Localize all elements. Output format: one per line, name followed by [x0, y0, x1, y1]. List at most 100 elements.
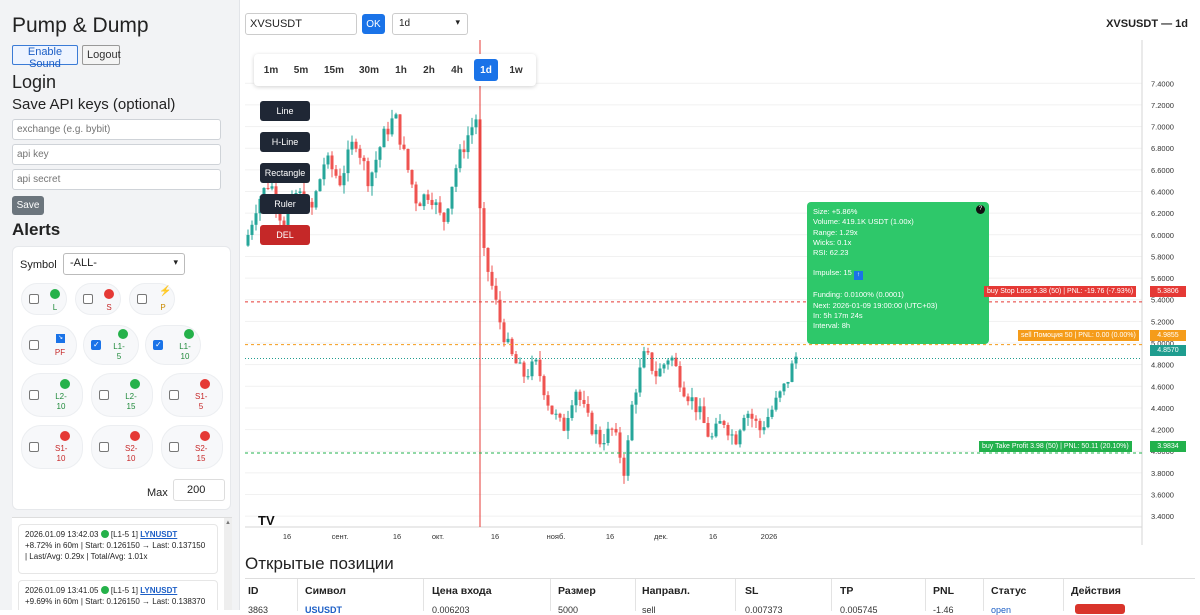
entry-label[interactable]: sell Помоция 50 | PNL: 0.00 (0.00%) [1018, 330, 1139, 341]
feed-item[interactable]: 2026.01.09 13:42.03 [L1-5 1] LYNUSDT +8.… [18, 524, 218, 574]
enable-sound-button[interactable]: Enable Sound [12, 45, 78, 70]
candle-body [566, 418, 570, 431]
alert-feed[interactable]: 2026.01.09 13:42.03 [L1-5 1] LYNUSDT +8.… [12, 517, 232, 610]
tool-rectangle-button[interactable]: Rectangle [260, 163, 310, 183]
feed-time: 2026.01.09 13:42.03 [25, 530, 99, 539]
candle-body [582, 399, 586, 404]
candle-body [558, 413, 562, 418]
col-header-status[interactable]: Статус [991, 585, 1027, 597]
candle-body [366, 161, 370, 187]
tf-button-1d[interactable]: 1d [474, 59, 498, 81]
candle-body [334, 169, 338, 176]
feed-symbol-link[interactable]: LYNUSDT [140, 530, 178, 539]
tool-delete-button[interactable]: DEL [260, 225, 310, 245]
candle-body [426, 194, 430, 200]
api-key-input[interactable] [12, 144, 221, 165]
close-position-button[interactable] [1075, 604, 1125, 614]
alert-checkbox-s1-5[interactable] [169, 390, 179, 400]
tf-button-1w[interactable]: 1w [503, 59, 529, 81]
alert-checkbox-s2-10[interactable] [99, 442, 109, 452]
candle-body [346, 149, 350, 174]
y-tick-label: 6.6000 [1151, 166, 1174, 175]
alert-chip-l2-10[interactable]: L2-10 [21, 373, 83, 417]
info-range: Range: 1.29x [813, 227, 858, 237]
help-icon[interactable]: ? [976, 205, 985, 214]
feed-item[interactable]: 2026.01.09 13:41.05 [L1-5 1] LYNUSDT +9.… [18, 580, 218, 610]
exchange-input[interactable] [12, 119, 221, 140]
alert-chip-l1-10[interactable]: L1-10 [145, 325, 201, 365]
cell-symbol[interactable]: USUSDT [305, 605, 343, 615]
symbol-select[interactable]: -ALL- ▾ [63, 253, 185, 275]
candle-body [438, 202, 442, 213]
alert-chip-s1-5[interactable]: S1-5 [161, 373, 223, 417]
col-header-entry[interactable]: Цена входа [432, 585, 492, 597]
alert-checkbox-p[interactable] [137, 294, 147, 304]
col-header-tp[interactable]: TP [840, 585, 854, 597]
tf-button-5m[interactable]: 5m [288, 59, 314, 81]
alert-chip-s2-15[interactable]: S2-15 [161, 425, 223, 469]
lightning-icon: ⚡ [159, 286, 172, 297]
col-header-symbol[interactable]: Символ [305, 585, 346, 597]
tool-hline-button[interactable]: H-Line [260, 132, 310, 152]
timeframe-select[interactable]: 1d ▾ [392, 13, 468, 35]
candle-body [710, 436, 714, 438]
candle-body [330, 155, 334, 170]
col-header-pnl[interactable]: PNL [933, 585, 954, 597]
save-api-button[interactable]: Save [12, 196, 44, 215]
symbol-label: Symbol [20, 259, 57, 271]
tool-line-button[interactable]: Line [260, 101, 310, 121]
take-profit-label[interactable]: buy Take Profit 3.98 (50) | PNL: 50.11 (… [979, 441, 1132, 452]
alert-chip-p[interactable]: ⚡ P [129, 283, 175, 315]
y-tick-label: 4.2000 [1151, 426, 1174, 435]
feed-symbol-link[interactable]: LYNUSDT [140, 586, 178, 595]
candle-body [522, 362, 526, 377]
y-tick-label: 4.4000 [1151, 404, 1174, 413]
alert-checkbox-l2-15[interactable] [99, 390, 109, 400]
green-dot-icon [60, 379, 70, 389]
alert-checkbox-s1-10[interactable] [29, 442, 39, 452]
alert-checkbox-l1-10[interactable] [153, 340, 163, 350]
price-chart[interactable]: 7.4000 7.2000 7.0000 6.8000 6.6000 6.4000 6.20… [245, 40, 1193, 545]
alert-checkbox-pf[interactable] [29, 340, 39, 350]
col-header-direction[interactable]: Направл. [642, 585, 690, 597]
alert-chip-pf[interactable]: ↘ PF [21, 325, 77, 365]
max-input[interactable]: 200 [173, 479, 225, 501]
stop-loss-label[interactable]: buy Stop Loss 5.38 (50) | PNL: -19.76 (-… [984, 286, 1137, 297]
logout-button[interactable]: Logout [82, 45, 121, 65]
alert-checkbox-l1-5[interactable] [91, 340, 101, 350]
candle-body [458, 149, 462, 169]
tf-button-30m[interactable]: 30m [353, 59, 385, 81]
alert-checkbox-l2-10[interactable] [29, 390, 39, 400]
tool-ruler-button[interactable]: Ruler [260, 194, 310, 214]
feed-detail: | Last/Avg: 0.29x | Total/Avg: 1.01x [25, 552, 148, 561]
sidebar: Pump & Dump Enable Sound Logout Login Sa… [0, 0, 240, 610]
tf-button-15m[interactable]: 15m [318, 59, 350, 81]
x-tick-label: 16 [491, 532, 499, 541]
alert-chip-l1-5[interactable]: L1-5 [83, 325, 139, 365]
tf-button-1m[interactable]: 1m [258, 59, 284, 81]
alert-checkbox-s[interactable] [83, 294, 93, 304]
candle-body [430, 199, 434, 206]
api-secret-input[interactable] [12, 169, 221, 190]
feed-scrollbar[interactable]: ▲ [224, 518, 232, 610]
col-header-sl[interactable]: SL [745, 585, 759, 597]
alert-checkbox-l[interactable] [29, 294, 39, 304]
col-header-actions[interactable]: Действия [1071, 585, 1121, 597]
alert-chip-s[interactable]: S [75, 283, 121, 315]
symbol-input[interactable]: XVSUSDT [245, 13, 357, 35]
col-header-id[interactable]: ID [248, 585, 259, 597]
tf-button-2h[interactable]: 2h [417, 59, 441, 81]
y-tick-label: 6.2000 [1151, 209, 1174, 218]
alert-chip-s1-10[interactable]: S1-10 [21, 425, 83, 469]
candle-body [606, 428, 610, 443]
alert-chip-l2-15[interactable]: L2-15 [91, 373, 153, 417]
alert-checkbox-s2-15[interactable] [169, 442, 179, 452]
candle-body [354, 141, 358, 149]
col-header-size[interactable]: Размер [558, 585, 596, 597]
info-next: Next: 2026-01-09 19:00:00 (UTC+03) [813, 300, 938, 310]
ok-button[interactable]: OK [362, 14, 385, 34]
tf-button-4h[interactable]: 4h [445, 59, 469, 81]
tf-button-1h[interactable]: 1h [389, 59, 413, 81]
alert-chip-s2-10[interactable]: S2-10 [91, 425, 153, 469]
alert-chip-l[interactable]: L [21, 283, 67, 315]
